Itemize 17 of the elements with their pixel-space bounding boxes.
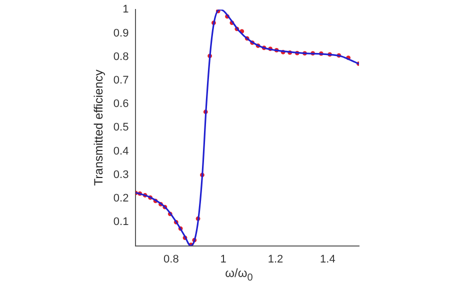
y-tick-label: 0.7: [113, 74, 129, 86]
x-tick-label: 1.2: [268, 253, 284, 266]
x-tick-label: 1: [220, 253, 226, 266]
y-tick-label: 0.6: [113, 98, 129, 110]
y-tick-label: 0.1: [113, 216, 129, 228]
y-axis-title: Transmitted efficiency: [92, 70, 106, 186]
y-tick-label: 0.2: [113, 192, 129, 205]
x-tick-label: 1.4: [320, 253, 336, 266]
y-tick-label: 1: [122, 4, 129, 16]
y-tick-label: 0.8: [113, 50, 129, 63]
y-tick-label: 0.4: [113, 145, 129, 158]
y-tick-label: 0.3: [113, 168, 129, 181]
line-series: [136, 10, 359, 246]
x-tick-label: 0.8: [164, 253, 179, 266]
y-tick-label: 0.9: [113, 27, 129, 40]
x-axis-title: ω/ω$_{0}$: [224, 266, 254, 284]
y-tick-label: 0.5: [113, 122, 129, 134]
